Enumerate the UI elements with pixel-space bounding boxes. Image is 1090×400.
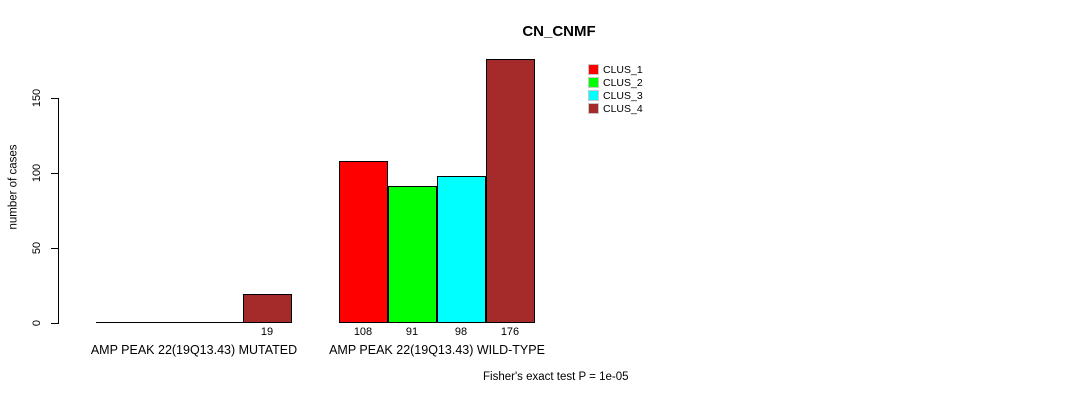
legend-swatch: [588, 64, 599, 75]
legend-label: CLUS_1: [603, 63, 643, 76]
bar-value-label: 19: [260, 326, 274, 338]
y-tick-label-text: 150: [31, 88, 44, 108]
legend-label: CLUS_3: [603, 89, 643, 102]
legend-item: CLUS_3: [588, 89, 643, 102]
legend-item: CLUS_1: [588, 63, 643, 76]
chart-title: CN_CNMF: [522, 23, 596, 40]
y-tick: [51, 248, 58, 249]
legend-swatch: [588, 77, 599, 88]
y-tick: [51, 98, 58, 99]
fisher-test-annotation: Fisher's exact test P = 1e-05: [483, 371, 629, 383]
bar: [486, 59, 535, 323]
y-axis-title: number of cases: [5, 127, 21, 247]
legend: CLUS_1 CLUS_2 CLUS_3 CLUS_4: [588, 63, 643, 115]
bar-value-label: 98: [454, 326, 468, 338]
y-tick-label-text: 100: [31, 163, 44, 183]
group-label: AMP PEAK 22(19Q13.43) WILD-TYPE: [329, 343, 545, 357]
y-axis-title-text: number of cases: [7, 144, 20, 230]
y-axis-line: [58, 98, 59, 324]
y-tick: [51, 173, 58, 174]
legend-swatch: [588, 90, 599, 101]
y-tick-label-text: 50: [31, 241, 43, 255]
y-tick: [51, 323, 58, 324]
bar-value-label: 91: [405, 326, 419, 338]
legend-item: CLUS_2: [588, 76, 643, 89]
legend-label: CLUS_4: [603, 102, 643, 115]
bar: [243, 294, 292, 323]
zero-height-bar: [194, 322, 243, 323]
bar: [437, 176, 486, 323]
zero-height-bar: [145, 322, 194, 323]
bar: [388, 186, 437, 323]
bar-value-label: 176: [500, 326, 520, 338]
y-tick-label: 150: [30, 48, 44, 148]
zero-height-bar: [96, 322, 145, 323]
y-tick-label-text: 0: [31, 319, 43, 327]
bar-value-label: 108: [353, 326, 373, 338]
group-label: AMP PEAK 22(19Q13.43) MUTATED: [90, 343, 298, 357]
legend-item: CLUS_4: [588, 102, 643, 115]
legend-swatch: [588, 103, 599, 114]
legend-label: CLUS_2: [603, 76, 643, 89]
bar: [339, 161, 388, 323]
